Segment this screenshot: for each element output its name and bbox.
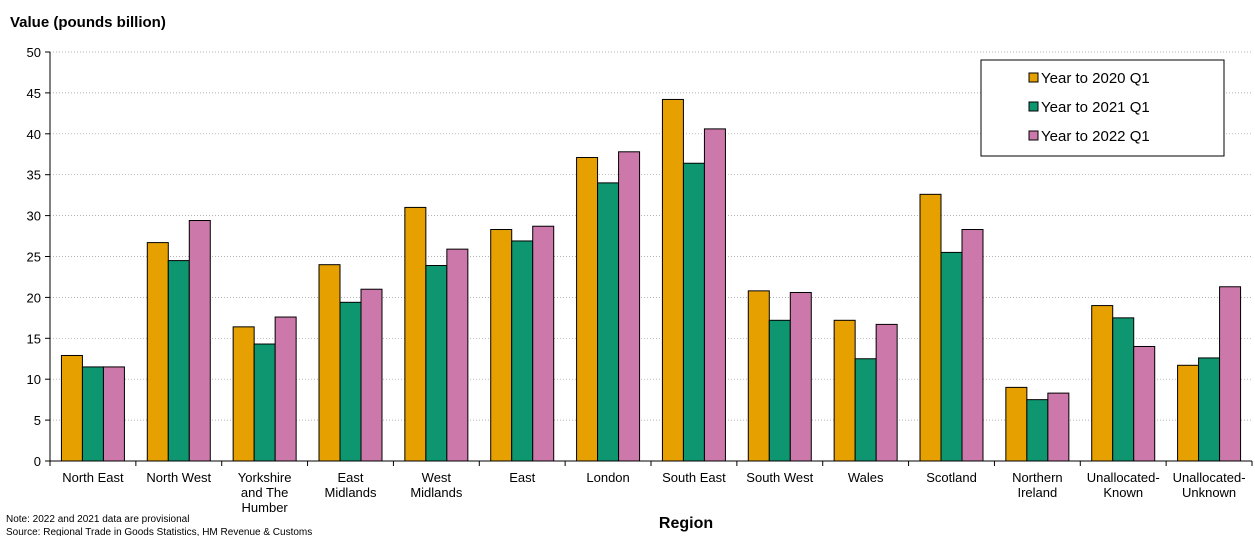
bar: [146, 242, 169, 462]
x-tick-label: Unallocated-Known: [1087, 470, 1160, 500]
y-tick-label: 20: [27, 290, 41, 305]
bar: [919, 193, 942, 462]
x-tick-label: Scotland: [926, 470, 977, 485]
bar: [532, 225, 555, 462]
bar: [961, 229, 984, 462]
x-tick-label: Yorkshire and The Humber: [238, 470, 292, 515]
bar: [875, 323, 898, 462]
bar: [597, 182, 620, 462]
x-tick-label: South East: [662, 470, 726, 485]
x-tick-label: South West: [746, 470, 813, 485]
bar: [768, 319, 791, 462]
x-tick-label: East: [509, 470, 535, 485]
bar: [360, 288, 383, 462]
y-axis-ticks: 0 5 10 15 20 25 30 35 40 45 50: [27, 45, 41, 469]
x-tick-label: London: [586, 470, 629, 485]
y-tick-label: 10: [27, 372, 41, 387]
bar: [682, 162, 705, 462]
legend-box: [980, 59, 1225, 157]
bar: [1005, 386, 1028, 462]
bar: [339, 301, 362, 462]
bar: [1091, 305, 1114, 462]
bar: [618, 151, 641, 462]
legend-swatch: [1028, 130, 1039, 141]
legend-label: Year to 2020 Q1: [1041, 70, 1150, 87]
y-tick-label: 35: [27, 168, 41, 183]
bar: [1177, 364, 1200, 462]
x-tick-label: Unallocated-Unknown: [1173, 470, 1246, 500]
bar: [747, 290, 770, 462]
bar: [404, 206, 427, 462]
y-tick-label: 40: [27, 127, 41, 142]
x-axis-title: Region: [659, 515, 713, 532]
legend-swatch: [1028, 72, 1039, 83]
bar: [511, 240, 534, 462]
bar: [425, 264, 448, 462]
y-axis-title: Value (pounds billion): [10, 14, 166, 31]
x-tick-label: East Midlands: [324, 470, 377, 500]
bar: [60, 354, 83, 462]
y-tick-label: 15: [27, 331, 41, 346]
bar: [102, 366, 125, 462]
x-tick-label: North West: [146, 470, 211, 485]
axes: [45, 51, 1253, 466]
bar: [661, 98, 684, 462]
bar: [576, 157, 599, 462]
bar: [490, 229, 513, 462]
bar: [274, 316, 297, 462]
bars: [60, 98, 1242, 462]
bar: [167, 260, 190, 462]
y-tick-label: 30: [27, 209, 41, 224]
bar: [854, 358, 877, 462]
legend: Year to 2020 Q1 Year to 2021 Q1 Year to 20…: [980, 59, 1225, 157]
bar: [188, 220, 211, 462]
x-axis-ticks: North East North West Yorkshire and The Humb…: [62, 470, 1245, 515]
y-tick-label: 25: [27, 250, 41, 265]
bar: [1219, 286, 1242, 462]
bar: [789, 291, 812, 462]
bar: [1047, 392, 1070, 462]
x-tick-label: Northern Ireland: [1012, 470, 1063, 500]
bar: [1198, 357, 1221, 462]
bar: [318, 264, 341, 462]
y-tick-label: 5: [34, 413, 41, 428]
bar: [833, 319, 856, 462]
legend-label: Year to 2021 Q1: [1041, 99, 1150, 116]
y-tick-label: 50: [27, 45, 41, 60]
x-tick-label: West Midlands: [410, 470, 463, 500]
y-tick-label: 45: [27, 86, 41, 101]
bar: [232, 326, 255, 462]
bar: [1026, 399, 1049, 462]
bar: [81, 366, 104, 462]
note-provisional: Note: 2022 and 2021 data are provisional: [6, 514, 189, 525]
legend-label: Year to 2022 Q1: [1041, 128, 1150, 145]
gridlines: [50, 51, 1252, 421]
bar: [253, 343, 276, 462]
note-source: Source: Regional Trade in Goods Statisti…: [6, 527, 312, 536]
bar: [940, 251, 963, 462]
x-tick-label: North East: [62, 470, 124, 485]
bar: [703, 128, 726, 462]
bar: [1133, 345, 1156, 462]
bar: [1112, 317, 1135, 462]
legend-swatch: [1028, 101, 1039, 112]
x-tick-label: Wales: [848, 470, 884, 485]
y-tick-label: 0: [34, 454, 41, 469]
bar: [446, 248, 469, 462]
